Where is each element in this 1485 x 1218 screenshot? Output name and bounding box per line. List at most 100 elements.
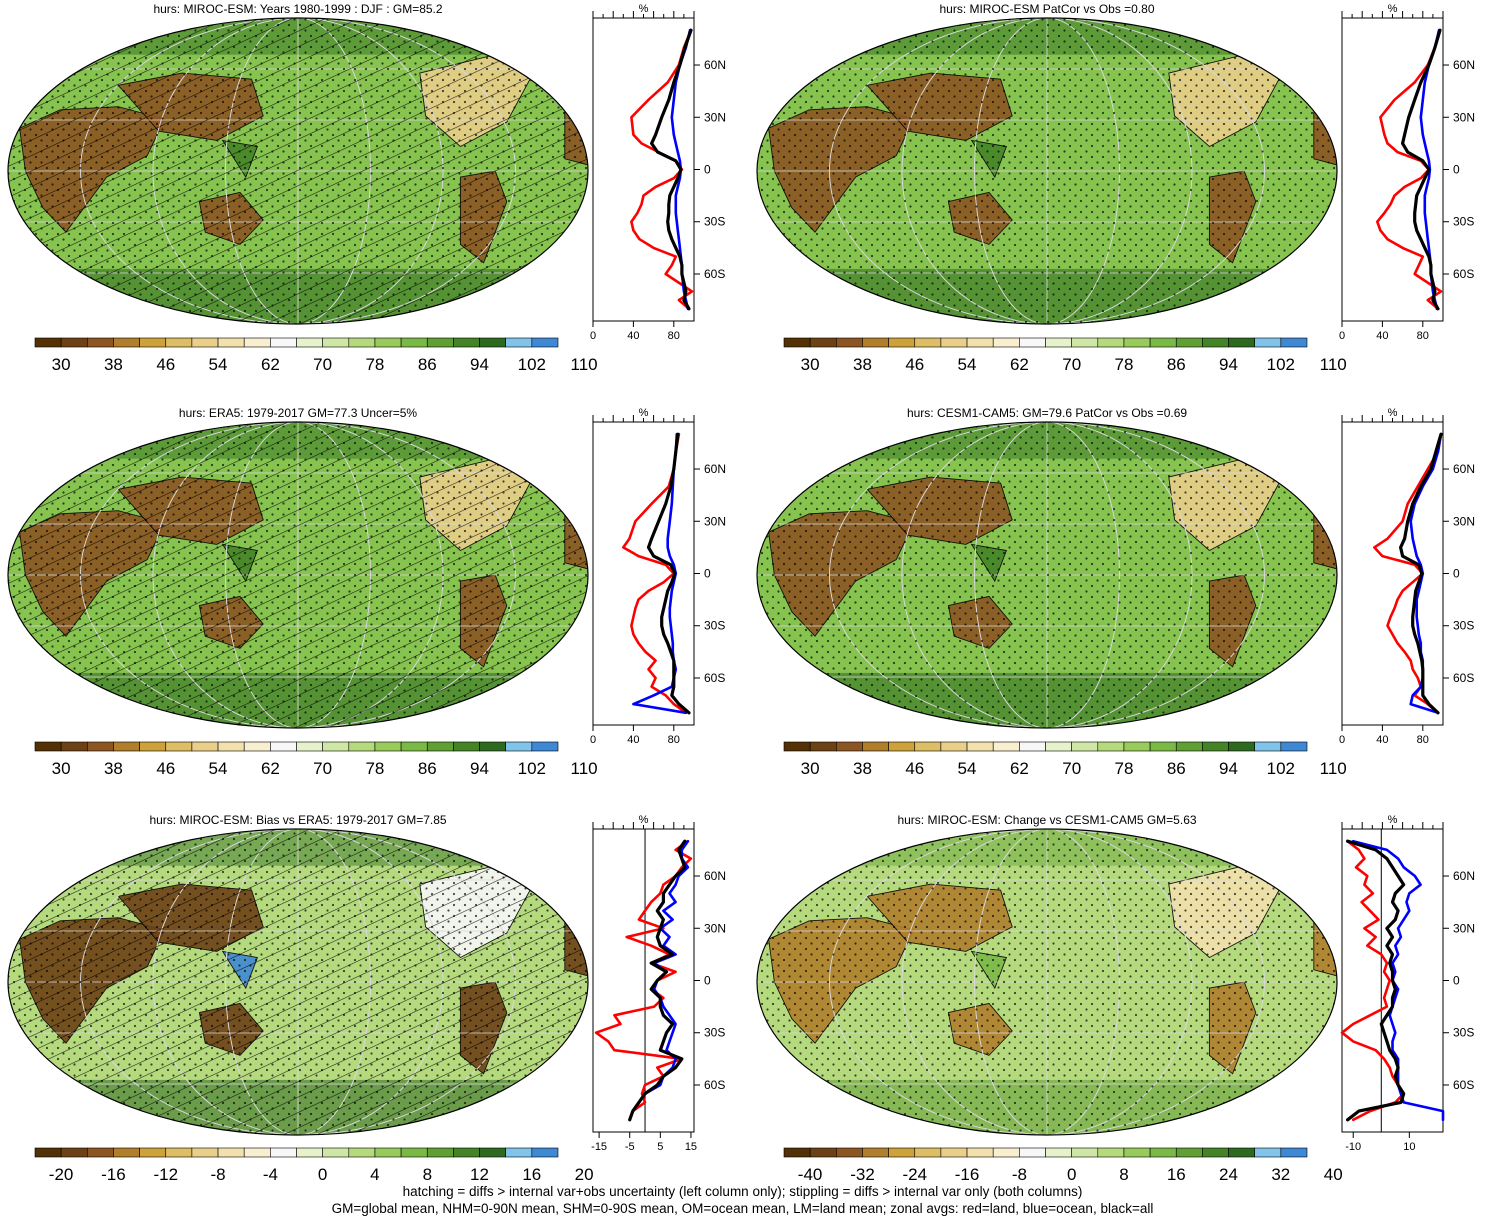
zonal-lat-label: 60S — [704, 267, 725, 281]
colorbar: 30 38 46 54 62 70 78 86 94 102 110 — [783, 741, 1347, 778]
colorbar-swatch — [348, 1147, 376, 1158]
colorbar-label: 54 — [958, 355, 977, 374]
colorbar-label: 54 — [958, 759, 977, 778]
colorbar-swatch — [139, 337, 167, 348]
colorbar-swatch — [835, 337, 863, 348]
zonal-unit-label: % — [1388, 3, 1398, 15]
colorbar-swatch — [374, 337, 402, 348]
colorbar-swatch — [1045, 741, 1072, 752]
zonal-lat-label: 30S — [1453, 215, 1474, 229]
colorbar-label: 38 — [104, 759, 123, 778]
map-outline — [7, 17, 589, 325]
zonal-lat-label: 60S — [704, 671, 725, 685]
colorbar-label: 78 — [1115, 355, 1134, 374]
colorbar-label: 102 — [518, 355, 546, 374]
colorbar-swatch — [270, 1147, 297, 1158]
colorbar-swatch — [400, 1147, 428, 1158]
panel-title: hurs: MIROC-ESM: Bias vs ERA5: 1979-2017… — [149, 813, 446, 827]
colorbar-swatch — [1149, 1147, 1177, 1158]
colorbar-swatch — [1149, 337, 1177, 348]
colorbar-swatch — [60, 1147, 88, 1158]
zonal-x-tick-label: 80 — [668, 330, 680, 342]
map-outline — [756, 421, 1338, 729]
colorbar-swatch — [783, 337, 811, 348]
colorbar-swatch — [243, 1147, 271, 1158]
colorbar-swatch — [426, 1147, 454, 1158]
colorbar-swatch — [862, 337, 889, 348]
zonal-frame — [592, 421, 695, 726]
zonal-mean-plot: % 0 40 80 60N 30N 0 30S 60S — [590, 3, 726, 342]
colorbar-label: 0 — [318, 1165, 327, 1184]
zonal-mean-plot: % -15 -5 5 15 60N 30N 0 30S 60S — [591, 814, 726, 1153]
colorbar-swatch — [531, 1147, 559, 1158]
colorbar-swatch — [1019, 741, 1046, 752]
colorbar-swatch — [453, 337, 480, 348]
colorbar-label: 94 — [470, 759, 489, 778]
colorbar-swatch — [809, 1147, 837, 1158]
panel-title: hurs: MIROC-ESM PatCor vs Obs =0.80 — [939, 2, 1154, 16]
colorbar-label: 32 — [1271, 1165, 1290, 1184]
zonal-series-land — [630, 28, 694, 311]
zonal-x-tick-label: -10 — [1345, 1141, 1361, 1153]
colorbar-swatch — [165, 337, 193, 348]
colorbar-swatch — [1280, 1147, 1308, 1158]
colorbar-swatch — [1254, 741, 1282, 752]
stippling — [757, 18, 1337, 324]
colorbar-swatch — [165, 1147, 193, 1158]
stippling — [757, 422, 1337, 728]
colorbar-swatch — [374, 1147, 402, 1158]
zonal-lat-label: 60N — [1453, 869, 1475, 883]
colorbar-label: 70 — [1062, 355, 1081, 374]
colorbar-label: 46 — [156, 355, 175, 374]
colorbar-swatch — [966, 741, 994, 752]
colorbar-swatch — [139, 1147, 167, 1158]
colorbar-swatch — [479, 1147, 506, 1158]
colorbar-label: 16 — [1167, 1165, 1186, 1184]
colorbar-swatch — [914, 1147, 942, 1158]
colorbar-label: 110 — [571, 759, 598, 778]
colorbar-swatch — [1202, 337, 1229, 348]
colorbar-swatch — [34, 337, 62, 348]
colorbar-swatch — [1071, 337, 1099, 348]
zonal-unit-label: % — [1388, 407, 1398, 419]
zonal-series-all — [649, 28, 693, 311]
colorbar-label: 20 — [575, 1165, 594, 1184]
zonal-lat-label: 30N — [1453, 514, 1475, 528]
colorbar-swatch — [1149, 741, 1177, 752]
colorbar-label: 16 — [522, 1165, 541, 1184]
colorbar-swatch — [217, 741, 245, 752]
colorbar-swatch — [1045, 1147, 1072, 1158]
colorbar-swatch — [322, 1147, 350, 1158]
colorbar-label: 30 — [801, 355, 820, 374]
map-6 — [757, 829, 1337, 1135]
colorbar-swatch — [1097, 337, 1125, 348]
colorbar-swatch — [113, 337, 140, 348]
map-1 — [8, 18, 588, 324]
colorbar-swatch — [940, 337, 968, 348]
colorbar-swatch — [1175, 337, 1203, 348]
zonal-lat-label: 30N — [704, 110, 726, 124]
colorbar-swatch — [783, 1147, 811, 1158]
colorbar-label: 30 — [801, 759, 820, 778]
colorbar-label: 8 — [423, 1165, 432, 1184]
footer-note-means: GM=global mean, NHM=0-90N mean, SHM=0-90… — [331, 1201, 1154, 1216]
zonal-unit-label: % — [639, 407, 649, 419]
zonal-series-all — [1400, 28, 1442, 311]
zonal-x-tick-label: 5 — [657, 1141, 663, 1153]
colorbar-swatch — [1254, 337, 1282, 348]
colorbar-label: 102 — [518, 759, 546, 778]
colorbar-swatch — [87, 741, 114, 752]
colorbar-swatch — [505, 1147, 533, 1158]
colorbar-swatch — [888, 337, 916, 348]
colorbar-swatch — [992, 741, 1020, 752]
colorbar-swatch — [1280, 741, 1308, 752]
colorbar-swatch — [1175, 741, 1203, 752]
map-3 — [8, 422, 588, 728]
colorbar-label: 86 — [418, 759, 437, 778]
zonal-x-tick-label: 0 — [1339, 734, 1345, 746]
zonal-lat-label: 60S — [1453, 671, 1474, 685]
zonal-lat-label: 0 — [1453, 974, 1460, 988]
colorbar-swatch — [217, 337, 245, 348]
colorbar-swatch — [809, 741, 837, 752]
colorbar-label: -24 — [903, 1165, 928, 1184]
